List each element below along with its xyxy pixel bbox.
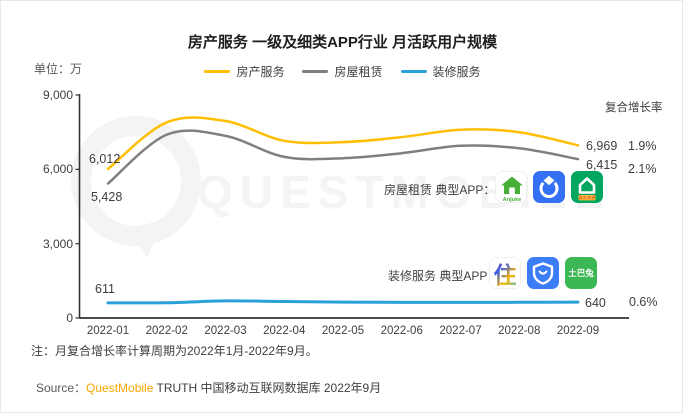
source-prefix: Source： (36, 381, 87, 395)
growth-real-estate: 1.9% (628, 139, 657, 153)
y-tick-label: 6,000 (42, 162, 73, 177)
x-tick-label: 2022-01 (86, 325, 130, 337)
legend-swatch (204, 70, 231, 73)
x-tick-label: 2022-03 (204, 325, 247, 337)
growth-decor: 0.6% (629, 295, 658, 309)
x-tick-label: 2022-02 (145, 325, 188, 337)
zhuxiaobang-app-icon: 住 (489, 257, 521, 289)
x-tick-label: 2022-05 (321, 325, 365, 337)
decor-apps-label: 装修服务 典型APP： (388, 269, 500, 283)
decor-shield-app-icon (527, 257, 559, 289)
legend-label: 房产服务 (236, 65, 285, 79)
x-tick-label: 2022-09 (556, 325, 600, 337)
footnote: 注：月复合增长率计算周期为2022年1月-2022年9月。 (31, 344, 318, 358)
end-value-real-estate: 6,969 (586, 139, 618, 153)
tubatu-app-icon: 土巴兔 (565, 257, 597, 289)
legend-swatch (400, 70, 427, 73)
end-value-rental: 6,415 (586, 158, 618, 172)
start-value-real-estate: 6,012 (89, 152, 121, 166)
beike-app-icon (533, 171, 565, 203)
anjuke-app-icon: Anjuke (495, 171, 527, 203)
growth-rental: 2.1% (628, 162, 657, 176)
legend-item: 房屋租赁 (302, 63, 383, 80)
y-tick-label: 0 (66, 311, 73, 325)
svg-text:真实房源: 真实房源 (579, 194, 597, 201)
decor-apps-row: 住 土巴兔 (489, 257, 597, 289)
growth-rate-header: 复合增长率 (605, 102, 663, 114)
legend-label: 装修服务 (432, 65, 481, 79)
legend-item: 装修服务 (400, 63, 481, 80)
series-line-0 (106, 116, 580, 171)
series-line-1 (106, 129, 580, 185)
y-tick-label: 9,000 (42, 88, 73, 102)
legend-swatch (302, 70, 329, 73)
page-title: 房产服务 一级及细类APP行业 月活跃用户规模 (187, 34, 498, 51)
legend: 房产服务 房屋租赁 装修服务 (1, 63, 682, 80)
legend-label: 房屋租赁 (334, 65, 383, 79)
unit-label: 单位：万 (34, 62, 83, 76)
x-tick-label: 2022-08 (498, 325, 541, 337)
svg-text:Anjuke: Anjuke (503, 197, 522, 203)
x-tick-label: 2022-06 (380, 325, 423, 337)
rental-apps-row: Anjuke 真实房源 (495, 171, 603, 203)
source-rest: TRUTH 中国移动互联网数据库 2022年9月 (153, 381, 382, 395)
source-line: Source：QuestMobile TRUTH 中国移动互联网数据库 2022… (36, 379, 381, 396)
rental-apps-label: 房屋租赁 典型APP： (384, 183, 496, 197)
source-brand: QuestMobile (86, 381, 154, 395)
questmobile-watermark-logo (71, 116, 201, 258)
series-line-2 (106, 299, 580, 305)
x-tick-label: 2022-04 (263, 325, 306, 337)
y-tick-label: 3,000 (42, 236, 73, 251)
x-tick-label: 2022-07 (439, 325, 482, 337)
legend-item: 房产服务 (204, 63, 284, 80)
lianjia-app-icon: 真实房源 (571, 171, 603, 203)
start-value-rental: 5,428 (91, 190, 123, 204)
start-value-decor: 611 (95, 282, 115, 296)
end-value-decor: 640 (585, 296, 606, 310)
